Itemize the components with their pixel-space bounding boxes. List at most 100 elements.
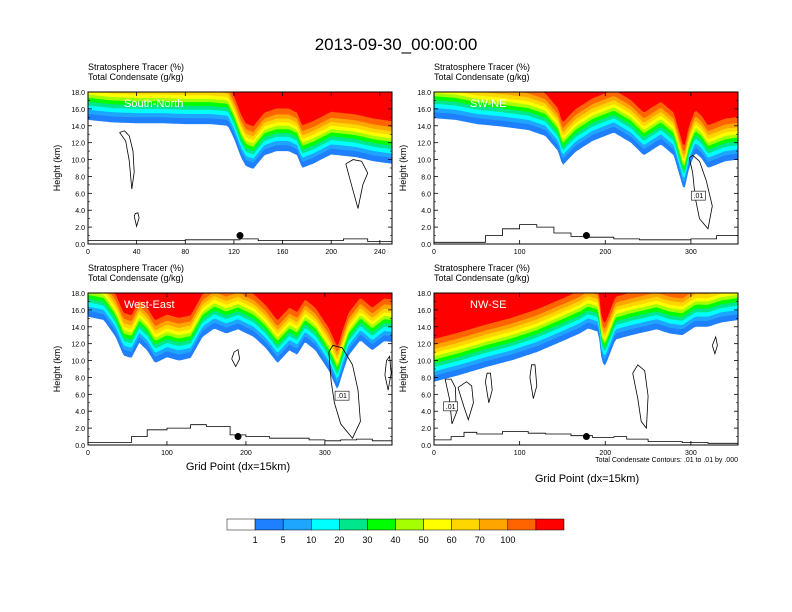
y-tick-label: 2.0 <box>421 426 431 433</box>
colorbar-swatch <box>479 518 509 531</box>
terrain-line <box>434 431 738 444</box>
condensate-contour <box>384 355 392 391</box>
x-axis-title-nw-se: Grid Point (dx=15km) <box>535 473 639 485</box>
y-tick-label: 6.0 <box>421 191 431 198</box>
y-tick-label: 18.0 <box>417 291 431 298</box>
x-tick-label: 100 <box>514 450 526 457</box>
y-tick-label: 12.0 <box>71 141 85 148</box>
condensate-contour <box>485 372 493 403</box>
x-tick-label: 100 <box>161 450 173 457</box>
tracer-band-11 <box>88 92 392 127</box>
location-marker <box>582 232 590 240</box>
y-tick-label: 14.0 <box>417 124 431 131</box>
panel-title-condensate: Total Condensate (g/kg) <box>434 72 530 82</box>
y-tick-label: 14.0 <box>71 124 85 131</box>
plot-area: .01 <box>434 92 738 243</box>
colorbar-swatch <box>451 518 480 531</box>
y-tick-label: 12.0 <box>417 342 431 349</box>
panel-label: SW-NE <box>470 98 506 110</box>
contour-label-box <box>443 401 458 412</box>
x-tick-label: 40 <box>133 249 141 256</box>
panel-west-east: .01 West-East Stratosphere Tracer (%)Total… <box>52 263 393 457</box>
y-tick-label: 4.0 <box>75 208 85 215</box>
colorbar-label: 70 <box>475 535 485 545</box>
y-axis-title: Height (km) <box>52 346 62 393</box>
colorbar-swatch <box>226 518 256 531</box>
panel-title-condensate: Total Condensate (g/kg) <box>88 273 184 283</box>
colorbar-label: 20 <box>334 535 344 545</box>
x-tick-label: 120 <box>228 249 240 256</box>
panel-label: West-East <box>124 299 175 311</box>
y-tick-label: 2.0 <box>75 225 85 232</box>
y-tick-label: 8.0 <box>421 174 431 181</box>
colorbar-swatch <box>254 518 284 531</box>
x-tick-label: 0 <box>86 450 90 457</box>
colorbar-label: 40 <box>390 535 400 545</box>
y-tick-label: 0.0 <box>75 443 85 450</box>
y-tick-label: 14.0 <box>417 325 431 332</box>
colorbar-label: 5 <box>281 535 286 545</box>
colorbar-swatch <box>282 518 312 531</box>
terrain-line <box>88 238 392 242</box>
y-tick-label: 10.0 <box>71 158 85 165</box>
y-tick-label: 0.0 <box>421 443 431 450</box>
tracer-band-10 <box>434 92 738 151</box>
colorbar-label: 30 <box>362 535 372 545</box>
panel-south-north: South-North Stratosphere Tracer (%)Total … <box>52 62 393 256</box>
contour-note: Total Condensate Contours: .01 to .01 by… <box>595 457 738 464</box>
location-marker <box>234 433 242 441</box>
y-tick-label: 8.0 <box>421 375 431 382</box>
terrain-line <box>434 224 738 243</box>
x-tick-label: 300 <box>319 450 331 457</box>
y-tick-label: 16.0 <box>417 308 431 315</box>
x-tick-label: 100 <box>514 249 526 256</box>
y-tick-label: 6.0 <box>421 392 431 399</box>
location-marker <box>236 232 244 240</box>
panel-label: NW-SE <box>470 299 506 311</box>
tracer-band-11 <box>88 293 392 347</box>
contour-label-box <box>691 190 706 201</box>
y-tick-label: 0.0 <box>421 242 431 249</box>
plot-area: .01 <box>434 293 738 444</box>
colorbar-swatch <box>395 518 424 531</box>
y-tick-label: 0.0 <box>75 242 85 249</box>
colorbar-swatch <box>339 518 368 531</box>
x-tick-label: 0 <box>86 249 90 256</box>
y-axis-title: Height (km) <box>52 145 62 192</box>
panel-title-tracer: Stratosphere Tracer (%) <box>88 263 184 273</box>
y-tick-label: 8.0 <box>75 174 85 181</box>
x-axis-title-west-east: Grid Point (dx=15km) <box>186 461 290 473</box>
panel-title-tracer: Stratosphere Tracer (%) <box>434 62 530 72</box>
y-tick-label: 6.0 <box>75 191 85 198</box>
plot-area: .01 <box>88 293 392 443</box>
x-tick-label: 0 <box>432 249 436 256</box>
location-marker <box>582 433 590 441</box>
condensate-contour <box>133 212 140 228</box>
panel-sw-ne: .01 SW-NE Stratosphere Tracer (%)Total Con… <box>398 62 739 256</box>
condensate-contour <box>328 344 361 439</box>
condensate-contour <box>632 364 649 430</box>
y-tick-label: 16.0 <box>417 107 431 114</box>
colorbar-label: 60 <box>447 535 457 545</box>
condensate-contour <box>119 130 135 190</box>
x-tick-label: 80 <box>181 249 189 256</box>
y-tick-label: 10.0 <box>417 158 431 165</box>
x-tick-label: 200 <box>599 249 611 256</box>
x-tick-label: 0 <box>432 450 436 457</box>
panel-title-tracer: Stratosphere Tracer (%) <box>434 263 530 273</box>
condensate-contour <box>457 381 474 422</box>
colorbar-swatch <box>367 518 396 531</box>
plot-area <box>88 92 392 242</box>
tracer-band-11 <box>434 92 738 145</box>
colorbar-swatch <box>535 518 565 531</box>
panel-nw-se: .01 NW-SE Stratosphere Tracer (%)Total Con… <box>398 263 739 457</box>
y-tick-label: 18.0 <box>71 90 85 97</box>
condensate-contour <box>529 364 538 399</box>
x-tick-label: 200 <box>325 249 337 256</box>
contour-label: .01 <box>337 393 347 400</box>
panel-label: South-North <box>124 98 183 110</box>
x-tick-label: 300 <box>685 450 697 457</box>
colorbar-label: 100 <box>500 535 515 545</box>
